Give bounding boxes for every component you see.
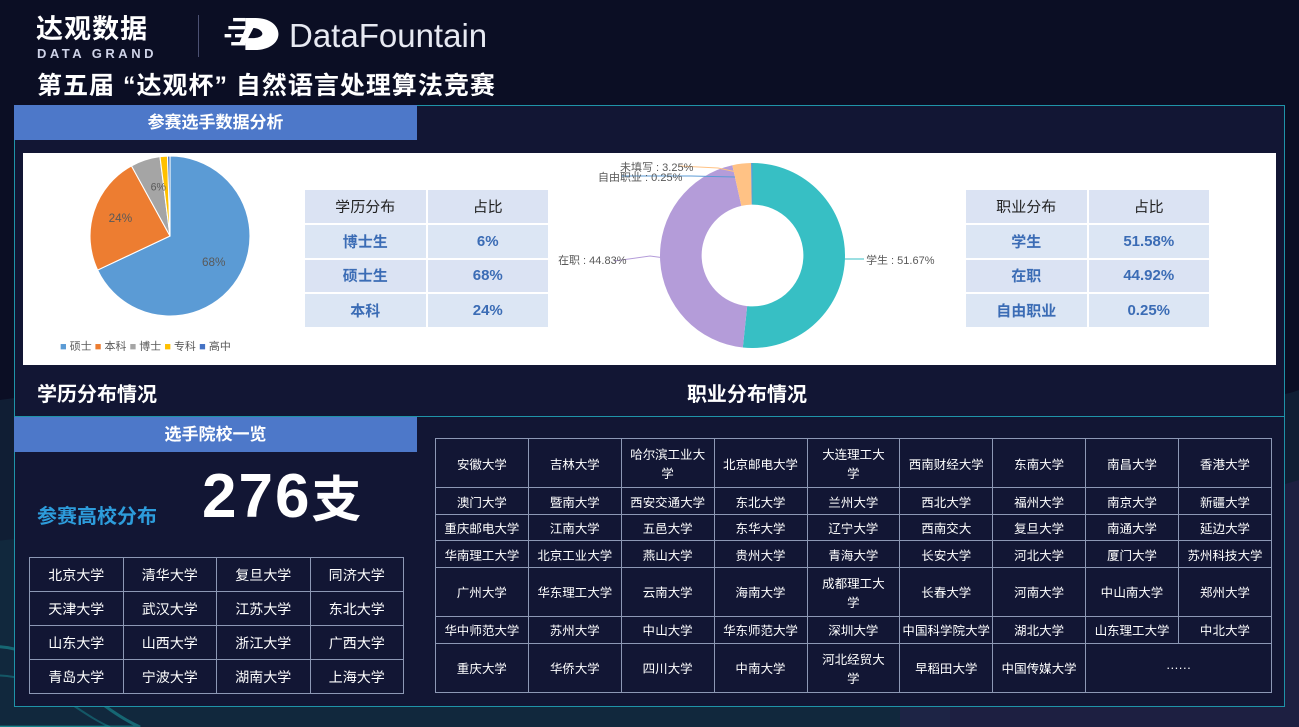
svg-text:68%: 68% <box>202 256 225 269</box>
svg-text:6%: 6% <box>151 182 167 194</box>
svg-text:24%: 24% <box>109 212 132 225</box>
